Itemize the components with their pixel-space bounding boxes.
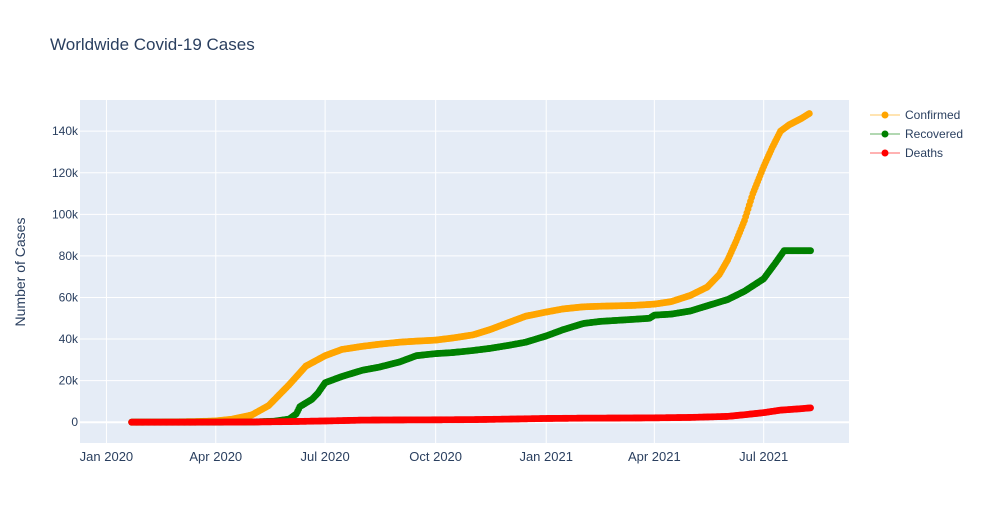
y-tick-label: 0: [71, 415, 78, 429]
x-tick-label: Jan 2020: [80, 449, 134, 464]
legend-marker: [881, 130, 889, 138]
x-tick-label: Oct 2020: [409, 449, 462, 464]
plot-background: [80, 100, 849, 443]
x-tick-label: Jan 2021: [519, 449, 573, 464]
data-series: [128, 110, 814, 426]
legend-item-recovered[interactable]: Recovered: [870, 127, 963, 141]
data-point: [807, 404, 814, 412]
legend-item-confirmed[interactable]: Confirmed: [870, 108, 960, 122]
y-tick-label: 80k: [59, 249, 79, 263]
x-axis: Jan 2020 Apr 2020 Jul 2020 Oct 2020 Jan 2021…: [80, 449, 789, 464]
legend-label: Deaths: [905, 146, 943, 160]
x-tick-label: Jul 2020: [301, 449, 350, 464]
x-tick-label: Jul 2021: [739, 449, 788, 464]
y-tick-label: 40k: [59, 332, 79, 346]
legend-marker: [881, 149, 889, 157]
y-tick-label: 140k: [52, 124, 79, 138]
y-tick-label: 20k: [59, 374, 79, 388]
legend-marker: [881, 111, 889, 119]
legend-item-deaths[interactable]: Deaths: [870, 146, 943, 160]
legend[interactable]: Confirmed Recovered Deaths: [870, 108, 963, 160]
grid-lines: [80, 100, 849, 443]
legend-label: Recovered: [905, 127, 963, 141]
y-tick-label: 120k: [52, 166, 79, 180]
y-tick-label: 60k: [59, 290, 79, 304]
data-point: [807, 247, 814, 255]
y-axis: 0 20k 40k 60k 80k 100k 120k 140k: [52, 124, 79, 429]
x-tick-label: Apr 2021: [628, 449, 681, 464]
y-tick-label: 100k: [52, 207, 79, 221]
x-tick-label: Apr 2020: [189, 449, 242, 464]
data-point: [805, 110, 813, 117]
legend-label: Confirmed: [905, 108, 960, 122]
series-deaths: [128, 404, 814, 426]
y-axis-title: Number of Cases: [12, 218, 28, 327]
chart-title: Worldwide Covid-19 Cases: [50, 35, 255, 54]
